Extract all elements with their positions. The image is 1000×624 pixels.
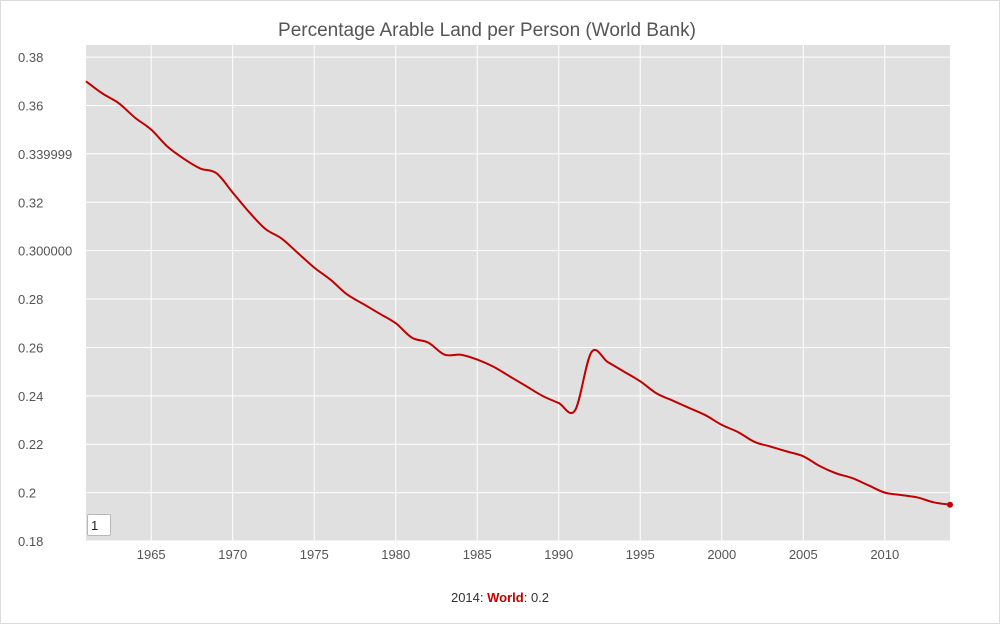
x-tick-label: 2010 [870,547,899,562]
x-tick-label: 1980 [381,547,410,562]
roll-period-input[interactable] [87,514,111,536]
x-tick-label: 2000 [707,547,736,562]
chart-title: Percentage Arable Land per Person (World… [278,20,696,41]
highlight-point [947,501,953,508]
legend-value: 0.2 [531,590,549,605]
x-axis-labels: 1965 1970 1975 1980 1985 1990 1995 2000 2005 2010 [137,547,900,562]
x-tick-label: 1975 [300,547,329,562]
series-line-world [85,80,951,506]
y-tick-label: 0.22 [18,437,43,452]
x-tick-label: 1985 [463,547,492,562]
x-tick-label: 1970 [218,547,247,562]
y-tick-label: 0.2 [18,486,36,501]
y-tick-label: 0.18 [18,534,43,549]
y-tick-label: 0.26 [18,340,43,355]
grid-lines [86,45,950,542]
x-tick-label: 1965 [137,547,166,562]
y-tick-label: 0.24 [18,389,43,404]
legend: 2014: World: 0.2 [451,590,549,605]
legend-year: 2014 [451,590,480,605]
x-tick-label: 1990 [544,547,573,562]
legend-series-name: World [487,590,524,605]
y-tick-label: 0.36 [18,98,43,113]
x-tick-label: 1995 [626,547,655,562]
y-tick-label: 0.32 [18,195,43,210]
y-tick-label: 0.300000 [18,244,72,259]
series-layer [85,80,953,508]
x-tick-label: 2005 [789,547,818,562]
y-axis-labels: 0.18 0.2 0.22 0.24 0.26 0.28 0.300000 0.32 0.339… [18,50,72,549]
y-tick-label: 0.339999 [18,147,72,162]
y-tick-label: 0.28 [18,292,43,307]
y-tick-label: 0.38 [18,50,43,65]
